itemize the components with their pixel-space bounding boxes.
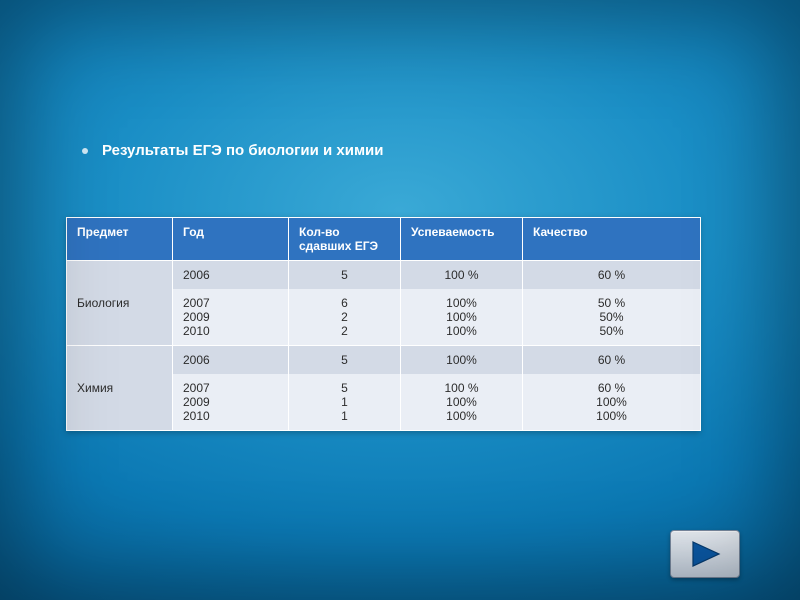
- title-bullet: [82, 148, 88, 154]
- column-header: Кол-во сдавших ЕГЭ: [289, 218, 401, 261]
- data-cell: 2006: [173, 346, 289, 375]
- data-cell: 50 % 50% 50%: [523, 289, 701, 346]
- slide: Результаты ЕГЭ по биологии и химии Предм…: [0, 0, 800, 600]
- subject-cell: Биология: [67, 261, 173, 346]
- column-header: Успеваемость: [401, 218, 523, 261]
- data-cell: 5: [289, 261, 401, 290]
- column-header: Год: [173, 218, 289, 261]
- play-icon: [687, 540, 723, 568]
- results-table-container: ПредметГодКол-во сдавших ЕГЭУспеваемость…: [66, 217, 700, 431]
- data-cell: 6 2 2: [289, 289, 401, 346]
- data-cell: 5: [289, 346, 401, 375]
- data-cell: 100%: [401, 346, 523, 375]
- data-cell: 60 %: [523, 261, 701, 290]
- data-cell: 2007 2009 2010: [173, 289, 289, 346]
- data-cell: 5 1 1: [289, 374, 401, 431]
- data-cell: 2006: [173, 261, 289, 290]
- data-cell: 100% 100% 100%: [401, 289, 523, 346]
- slide-title: Результаты ЕГЭ по биологии и химии: [102, 142, 384, 159]
- next-slide-button[interactable]: [670, 530, 740, 578]
- data-cell: 60 % 100% 100%: [523, 374, 701, 431]
- column-header: Качество: [523, 218, 701, 261]
- column-header: Предмет: [67, 218, 173, 261]
- table-row: Химия20065100%60 %: [67, 346, 701, 375]
- data-cell: 2007 2009 2010: [173, 374, 289, 431]
- table-row: Биология20065100 %60 %: [67, 261, 701, 290]
- data-cell: 100 %: [401, 261, 523, 290]
- slide-title-row: Результаты ЕГЭ по биологии и химии: [82, 142, 384, 159]
- results-table: ПредметГодКол-во сдавших ЕГЭУспеваемость…: [66, 217, 701, 431]
- data-cell: 60 %: [523, 346, 701, 375]
- subject-cell: Химия: [67, 346, 173, 431]
- data-cell: 100 % 100% 100%: [401, 374, 523, 431]
